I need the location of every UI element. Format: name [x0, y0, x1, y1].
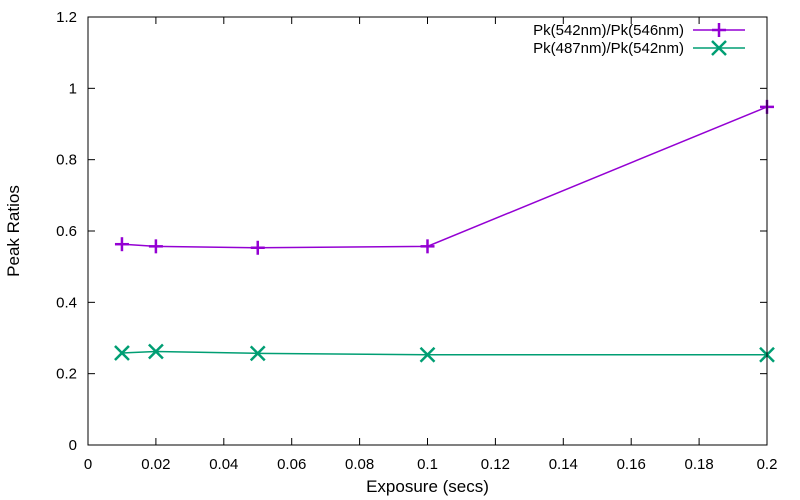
legend-marker-sample [712, 23, 726, 37]
data-point-series-2 [114, 345, 130, 361]
plot-frame [87, 16, 768, 446]
x-tick-label: 0.2 [757, 456, 778, 473]
legend-item-1: Pk(542nm)/Pk(546nm) [533, 22, 745, 39]
y-tick-label: 0.2 [56, 366, 77, 383]
x-tick-label: 0.02 [141, 456, 170, 473]
x-tick-label: 0.08 [345, 456, 374, 473]
x-axis-title: Exposure (secs) [366, 477, 489, 496]
x-tick-label: 0 [84, 456, 92, 473]
x-tick-label: 0.1 [417, 456, 438, 473]
y-tick-label: 1 [69, 80, 77, 97]
y-axis-ticks: 0 0.2 0.4 0.6 0.8 1 1.2 [56, 9, 767, 454]
y-tick-label: 0 [69, 437, 77, 454]
data-point-series-2 [419, 346, 436, 363]
x-tick-label: 0.14 [549, 456, 578, 473]
y-tick-label: 0.6 [56, 223, 77, 240]
data-point-series-1 [148, 239, 163, 254]
y-tick-label: 0.4 [56, 294, 77, 311]
legend-marker-sample [711, 40, 727, 56]
y-axis-title: Peak Ratios [4, 185, 23, 277]
x-tick-label: 0.18 [684, 456, 713, 473]
legend: Pk(542nm)/Pk(546nm)Pk(487nm)/Pk(542nm) [533, 22, 745, 57]
x-axis-ticks: 0 0.02 0.04 0.06 0.08 0.1 0.12 0.14 0.16 0.18 0.2 [84, 17, 778, 473]
x-tick-label: 0.06 [277, 456, 306, 473]
x-tick-label: 0.04 [209, 456, 238, 473]
data-point-series-2 [249, 345, 266, 362]
data-point-series-2 [148, 343, 164, 360]
data-point-series-1 [250, 240, 265, 255]
x-tick-label: 0.12 [481, 456, 510, 473]
legend-label: Pk(542nm)/Pk(546nm) [533, 22, 684, 39]
series-line-1 [121, 106, 768, 249]
x-tick-label: 0.16 [617, 456, 646, 473]
series-layer [114, 99, 775, 363]
legend-item-2: Pk(487nm)/Pk(542nm) [533, 40, 745, 57]
series-line-2 [121, 350, 767, 356]
y-tick-label: 1.2 [56, 9, 77, 26]
legend-label: Pk(487nm)/Pk(542nm) [533, 40, 684, 57]
data-point-series-1 [420, 239, 435, 254]
data-point-series-1 [114, 237, 129, 252]
y-tick-label: 0.8 [56, 152, 77, 169]
